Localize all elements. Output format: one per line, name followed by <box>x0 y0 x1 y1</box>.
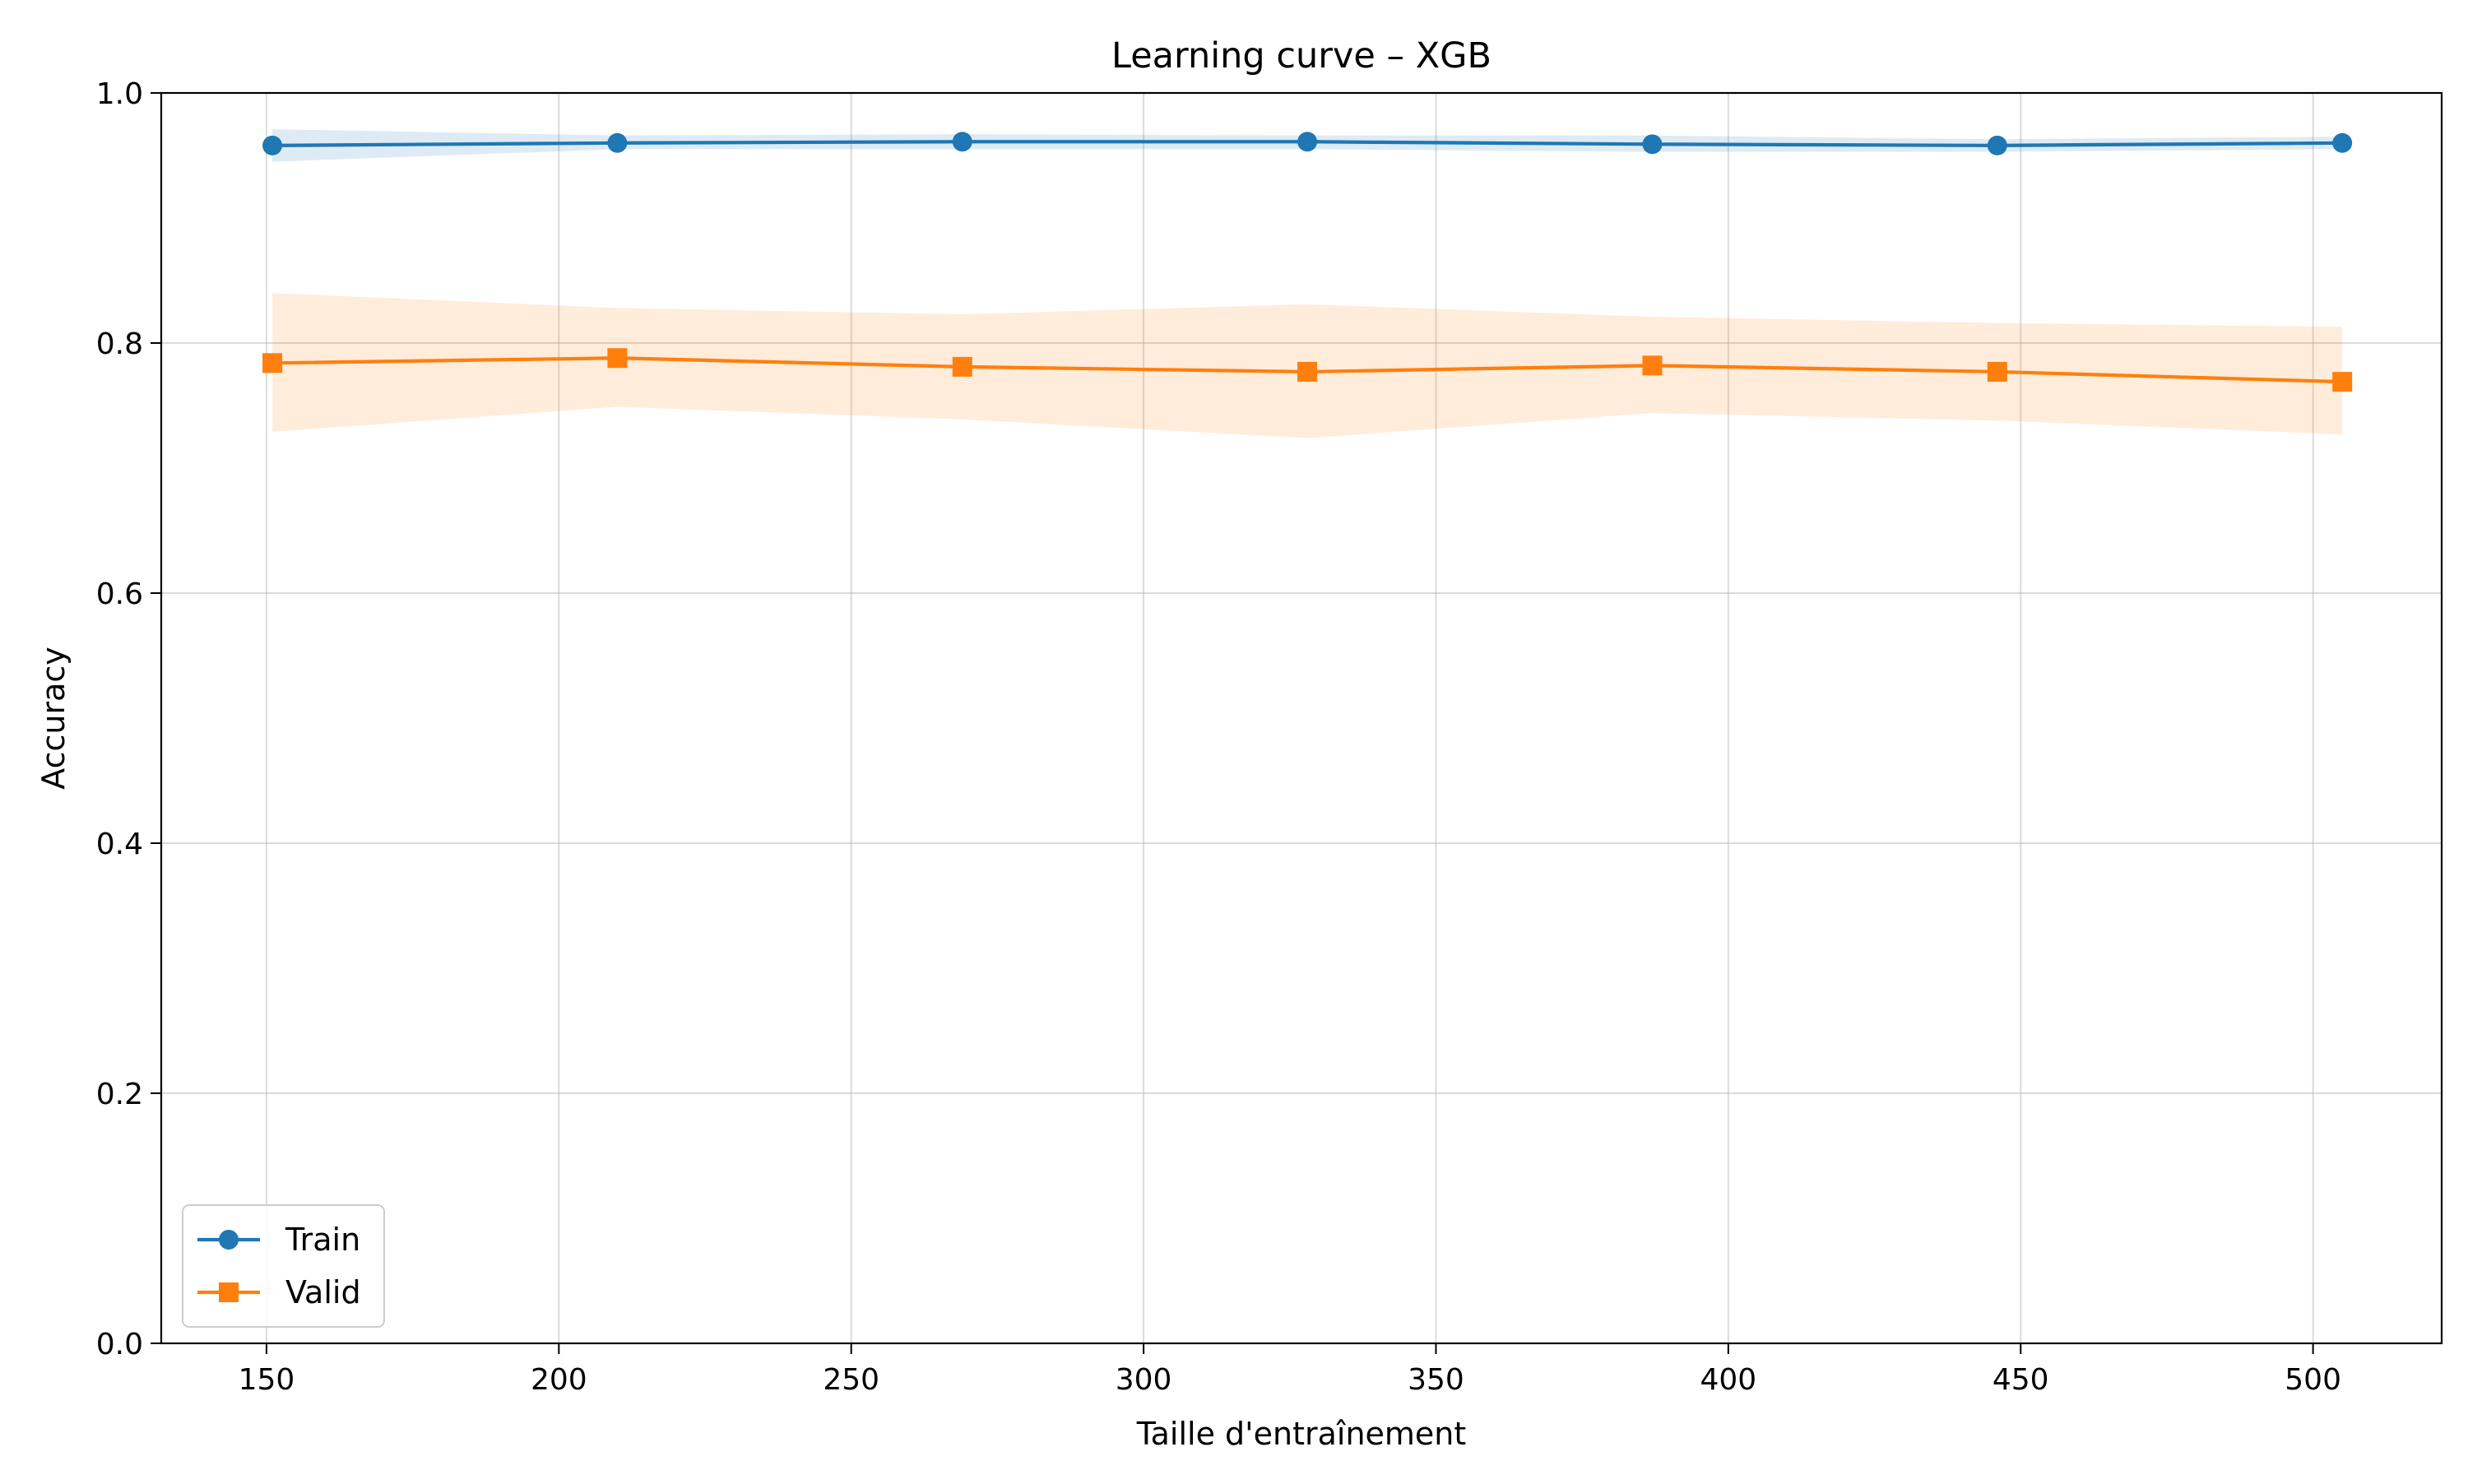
train-point <box>1987 135 2007 155</box>
valid-point <box>607 348 628 369</box>
series-markers <box>262 132 2353 392</box>
y-axis-label: Accuracy <box>35 647 72 790</box>
valid-point <box>1987 361 2007 382</box>
x-axis-label: Taille d'entraînement <box>1136 1416 1467 1452</box>
y-tick-label: 1.0 <box>96 77 143 111</box>
legend-valid-label: Valid <box>285 1274 361 1310</box>
legend-train-label: Train <box>285 1222 360 1258</box>
plot-frame <box>160 91 2443 1345</box>
legend-valid-marker <box>219 1282 239 1302</box>
y-tick-label: 0.0 <box>96 1328 143 1361</box>
y-tick-label: 0.4 <box>96 828 143 861</box>
valid-point <box>1297 361 1318 382</box>
train-point <box>952 132 972 152</box>
x-tick-label: 400 <box>1700 1363 1757 1397</box>
y-tick-label: 0.6 <box>96 577 143 611</box>
x-tick-label: 200 <box>531 1363 587 1397</box>
train-point <box>607 132 628 153</box>
legend-train-marker <box>219 1230 239 1250</box>
x-tick-label: 300 <box>1116 1363 1172 1397</box>
x-tick-label: 500 <box>2285 1363 2341 1397</box>
train-point <box>262 135 283 155</box>
valid-point <box>952 356 972 377</box>
y-tick-label: 0.2 <box>96 1078 143 1111</box>
x-tick-label: 150 <box>239 1363 295 1397</box>
valid-point <box>1642 355 1663 376</box>
x-tick-label: 350 <box>1408 1363 1464 1397</box>
y-tick-label: 0.8 <box>96 327 143 361</box>
valid-point <box>2332 372 2353 392</box>
valid-point <box>262 353 283 373</box>
chart-title: Learning curve – XGB <box>1111 35 1491 77</box>
train-point <box>2332 132 2353 153</box>
x-tick-label: 250 <box>823 1363 879 1397</box>
x-tick-label: 450 <box>1992 1363 2049 1397</box>
axis-ticks: 150 200 250 300 350 400 450 500 0.0 0.2 0.4 0.6 0.8 1… <box>96 77 2341 1397</box>
train-point <box>1297 132 1318 152</box>
train-point <box>1642 134 1663 155</box>
legend: Train Valid <box>182 1204 385 1328</box>
